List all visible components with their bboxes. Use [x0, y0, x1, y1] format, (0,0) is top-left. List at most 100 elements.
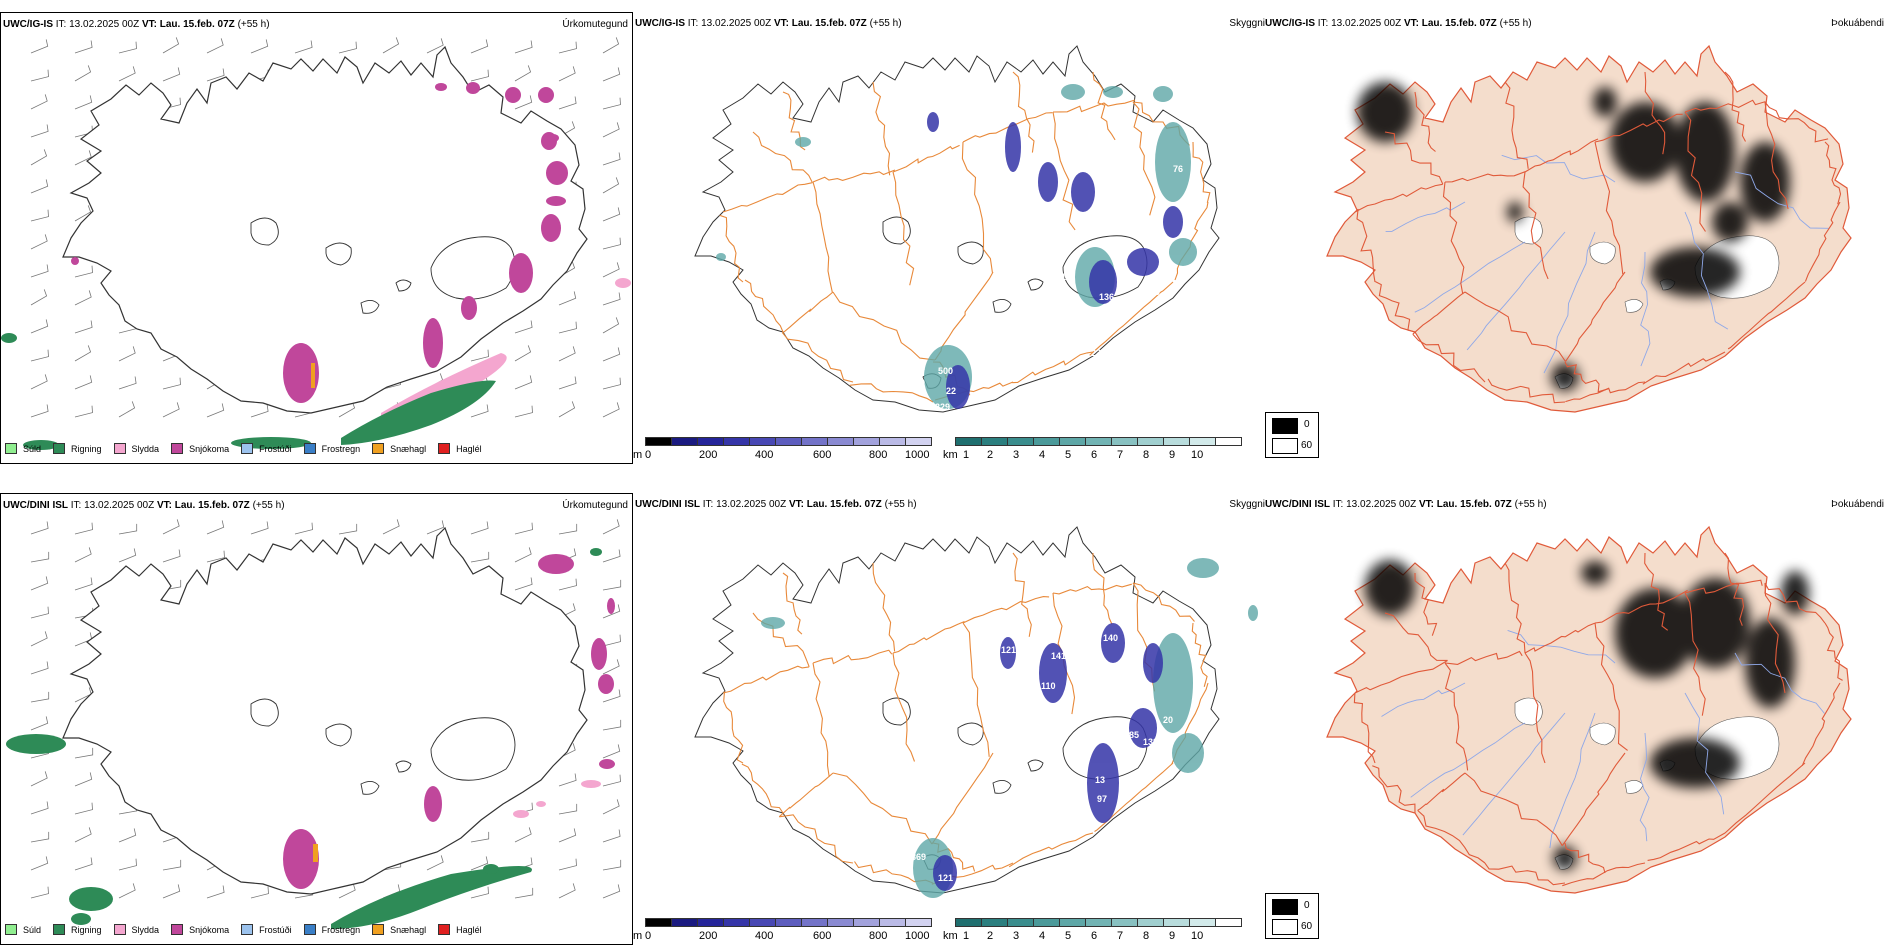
colorbar-tick-label: 6 — [1091, 930, 1098, 942]
road-segment — [1522, 171, 1549, 280]
fog-indicator-map — [1326, 44, 1852, 413]
colorbar-segment — [853, 918, 880, 927]
iceland-coastline — [62, 45, 588, 414]
ceiling-label: 89 — [915, 378, 925, 388]
wind-barb — [118, 346, 136, 362]
colorbar-tick-label: 2 — [987, 449, 994, 461]
precip-legend-label: Slydda — [131, 443, 160, 454]
precip-legend-label: Frostúði — [259, 924, 292, 935]
road-network — [1354, 71, 1842, 404]
fog-indicator-panel-bottom: UWC/DINI ISL IT: 13.02.2025 00Z VT: Lau.… — [1265, 493, 1900, 945]
road-segment — [1375, 281, 1416, 333]
road-segment — [1684, 99, 1766, 113]
valid-time: VT: Lau. 15.feb. 07Z — [141, 19, 235, 30]
rain-areas — [6, 548, 602, 929]
lead-time: (+55 h) — [1499, 18, 1532, 29]
colorbar-segment — [853, 437, 880, 446]
road-segment — [1647, 832, 1726, 861]
wind-barb — [30, 349, 49, 362]
fog-legend-label-60: 60 — [1301, 440, 1313, 451]
colorbar-segment — [981, 918, 1008, 927]
low-ceiling-areas — [933, 623, 1163, 891]
road-segment — [1353, 693, 1376, 764]
ceiling-label: 22 — [946, 386, 956, 396]
colorbar-tick-label: 4 — [1039, 449, 1046, 461]
road-segment — [892, 171, 915, 286]
wind-barb — [602, 37, 620, 54]
colorbar-tick-label: 600 — [813, 930, 832, 942]
wind-barb — [74, 747, 94, 759]
river-segment — [1543, 231, 1596, 374]
colorbar-tick-label: 400 — [755, 449, 774, 461]
ceiling-colorbar: m 0 200 400 600 800 1000 — [633, 437, 933, 463]
road-network — [1353, 552, 1843, 887]
road-segment — [1565, 381, 1646, 403]
wind-barb — [470, 551, 490, 563]
init-time: IT: 13.02.2025 00Z — [702, 499, 787, 510]
low-ceiling-areas — [927, 112, 1183, 409]
wind-barb — [74, 320, 93, 334]
wind-barb — [30, 94, 48, 110]
road-segment — [1132, 101, 1156, 216]
wind-barb — [602, 402, 620, 418]
wind-barb — [426, 855, 444, 871]
road-segment — [722, 182, 813, 213]
colorbar-segment — [1085, 918, 1112, 927]
panel-header: UWC/IG-IS IT: 13.02.2025 00Z VT: Lau. 15… — [3, 19, 270, 30]
wind-barb — [30, 551, 50, 563]
ceiling-label: 229 — [935, 402, 950, 412]
wind-barb — [514, 577, 533, 591]
precip-legend-item: Frostregn — [303, 924, 361, 935]
wind-barb — [514, 827, 532, 843]
wind-barb — [162, 859, 182, 871]
road-segment — [962, 596, 1050, 624]
wind-barb — [30, 374, 48, 390]
wind-barb — [470, 39, 489, 54]
wind-barb — [602, 177, 620, 194]
road-segment — [1089, 281, 1174, 356]
road-segment — [1464, 772, 1563, 846]
colorbar-segment — [879, 437, 906, 446]
iceland-coastline — [62, 526, 588, 895]
valid-time: VT: Lau. 15.feb. 07Z — [1403, 18, 1497, 29]
precip-legend-swatch — [113, 443, 126, 454]
wind-barb — [74, 405, 93, 418]
model-name: UWC/IG-IS — [3, 19, 53, 30]
precip-legend: Súld Rigning Slydda Snjókoma Frostúði Frostre… — [5, 924, 494, 935]
road-segment — [1565, 271, 1626, 362]
ceiling-label: 21 — [991, 184, 1001, 194]
wind-barb — [602, 347, 621, 362]
colorbar-tick-label: 6 — [1091, 449, 1098, 461]
colorbar-tick-label: 9 — [1169, 449, 1176, 461]
fog-indicator-map — [1326, 525, 1852, 894]
road-segment — [1504, 562, 1526, 654]
wind-barb — [382, 519, 400, 535]
wind-barb — [30, 404, 49, 418]
wind-barb — [162, 37, 180, 54]
colorbar-segment — [1215, 437, 1242, 446]
wind-barb — [30, 209, 49, 222]
colorbar-tick-label: 7 — [1117, 449, 1124, 461]
iceland-coastline — [694, 526, 1220, 894]
precip-legend-label: Haglél — [456, 924, 482, 935]
wind-barb — [118, 828, 137, 843]
colorbar-segment — [1033, 918, 1060, 927]
wind-barb — [30, 319, 49, 334]
precip-legend-swatch — [438, 443, 451, 454]
precip-legend-label: Snjókoma — [189, 924, 230, 935]
glacier-outline — [992, 299, 1012, 313]
colorbar-tick-label: 9 — [1169, 930, 1176, 942]
road-segment — [832, 772, 933, 845]
colorbar-segment — [1059, 918, 1086, 927]
wind-barb — [30, 289, 48, 306]
precip-legend-label: Frostregn — [321, 924, 361, 935]
wind-barb — [602, 237, 621, 250]
wind-barb — [514, 65, 532, 82]
road-segment — [812, 662, 830, 777]
precip-legend-swatch — [372, 443, 385, 454]
road-segment — [1192, 141, 1211, 203]
precip-legend-item: Slydda — [113, 924, 159, 935]
road-segment — [779, 814, 854, 864]
river-segment — [1684, 211, 1729, 330]
road-segment — [892, 144, 960, 173]
